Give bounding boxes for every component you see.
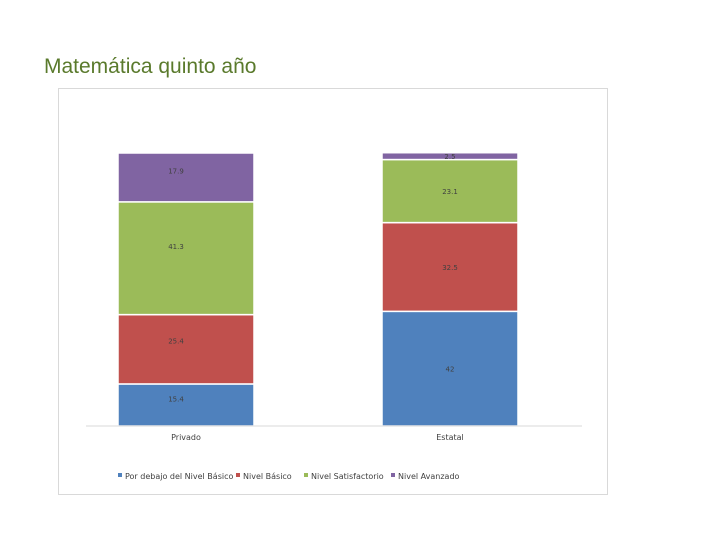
bar-segment — [117, 313, 255, 385]
legend-label: Nivel Satisfactorio — [311, 472, 384, 481]
slide-title: Matemática quinto año — [44, 55, 257, 78]
data-label: 32.5 — [442, 264, 458, 272]
category-label: Estatal — [436, 433, 464, 442]
bar-segment — [381, 151, 519, 161]
legend-item: Nivel Básico — [236, 472, 292, 481]
data-label: 17.9 — [168, 168, 184, 176]
legend-swatch — [118, 473, 122, 477]
data-label: 42 — [446, 366, 455, 374]
data-label: 41.3 — [168, 243, 184, 251]
legend-label: Nivel Avanzado — [398, 472, 460, 481]
bar-segment — [381, 158, 519, 224]
legend-label: Nivel Básico — [243, 472, 292, 481]
legend-label: Por debajo del Nivel Básico — [125, 472, 233, 481]
data-label: 25.4 — [168, 338, 184, 346]
category-labels-layer: Privado Estatal — [171, 433, 464, 442]
legend-swatch — [391, 473, 395, 477]
legend-swatch — [236, 473, 240, 477]
legend-swatch — [304, 473, 308, 477]
legend-item: Por debajo del Nivel Básico — [118, 472, 233, 481]
data-labels-layer: 15.4 25.4 41.3 17.9 42 32.5 23.1 2.5 — [168, 153, 458, 403]
bar-segment — [117, 201, 255, 316]
data-label: 2.5 — [444, 153, 455, 161]
legend-item: Nivel Avanzado — [391, 472, 460, 481]
bar-segment — [117, 383, 255, 427]
bar-segment — [117, 152, 255, 203]
data-label: 23.1 — [442, 188, 458, 196]
legend: Por debajo del Nivel Básico Nivel Básico N… — [118, 472, 460, 481]
legend-item: Nivel Satisfactorio — [304, 472, 384, 481]
category-label: Privado — [171, 433, 201, 442]
data-label: 15.4 — [168, 396, 184, 404]
bar-segment — [381, 221, 519, 313]
bars-layer — [117, 151, 519, 427]
